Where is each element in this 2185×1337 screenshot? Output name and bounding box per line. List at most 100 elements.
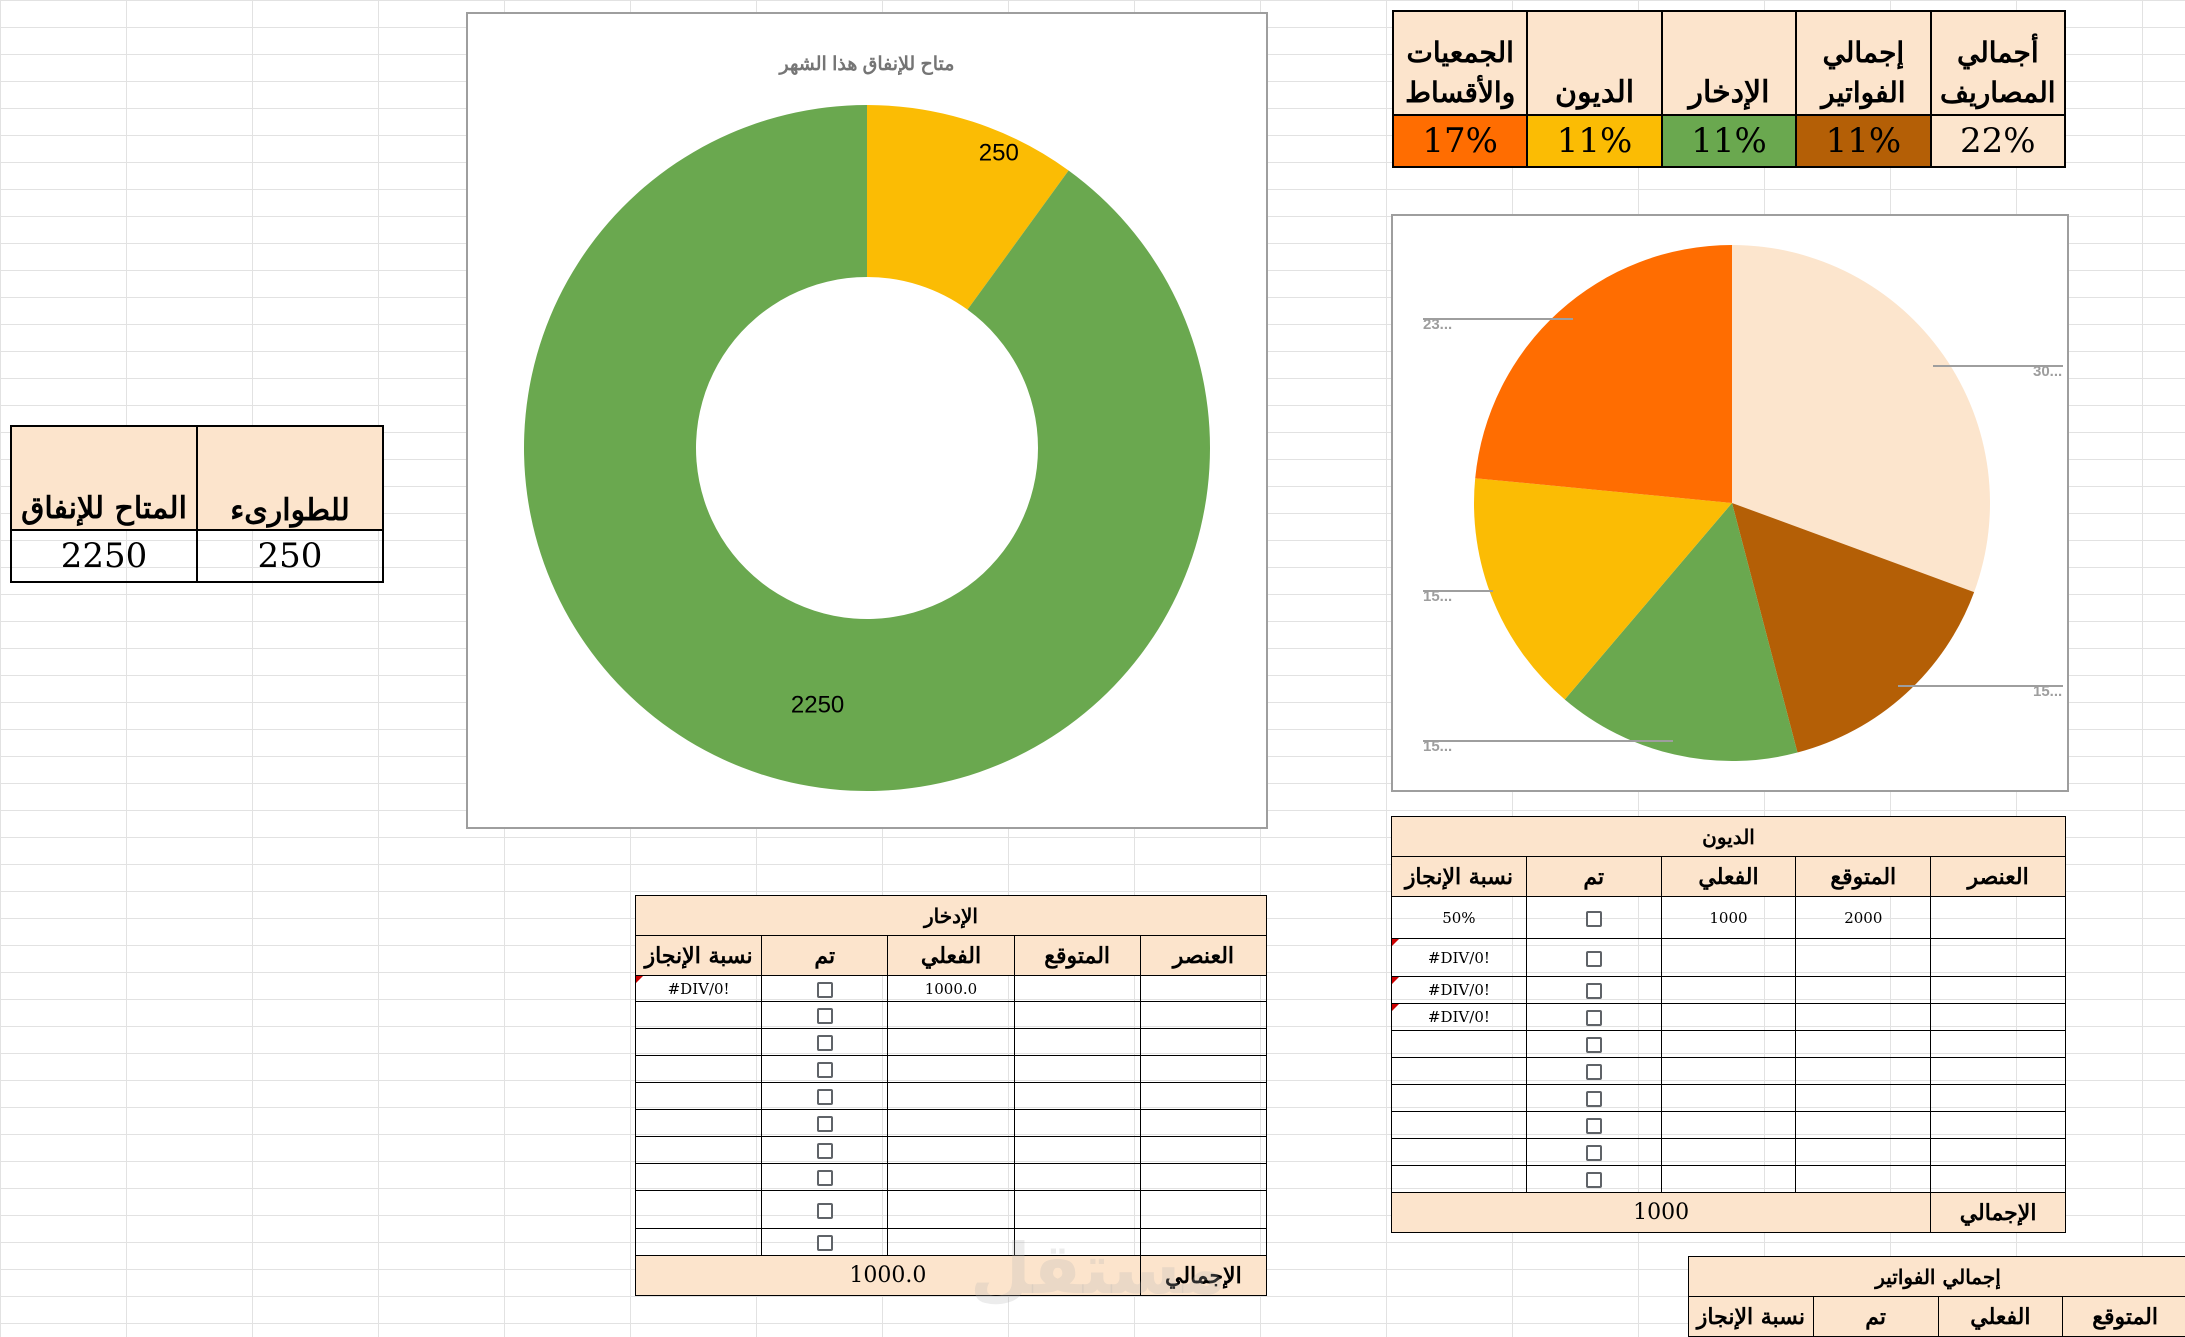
summary-value-3[interactable]: 11% [1796, 115, 1930, 167]
header-emergency[interactable]: للطوارىء [197, 426, 383, 530]
header-available-to-spend[interactable]: المتاح للإنفاق [11, 426, 197, 530]
done-checkbox-cell[interactable] [762, 1029, 888, 1056]
debts-table-cell-actual[interactable] [1661, 1112, 1796, 1139]
savings-table-cell-expected[interactable] [1014, 976, 1140, 1002]
done-checkbox[interactable] [1586, 911, 1602, 927]
debts-table-cell-item[interactable] [1931, 1112, 2066, 1139]
savings-table-cell-expected[interactable] [1014, 1137, 1140, 1164]
done-checkbox[interactable] [1586, 983, 1602, 999]
done-checkbox[interactable] [1586, 1010, 1602, 1026]
savings-table-cell-item[interactable] [1140, 1164, 1266, 1191]
debts-table-cell-actual[interactable] [1661, 1031, 1796, 1058]
savings-table-col-header-4[interactable]: العنصر [1140, 936, 1266, 976]
debts-table-cell-expected[interactable] [1796, 977, 1931, 1004]
debts-table-cell-actual[interactable]: 1000 [1661, 897, 1796, 939]
savings-table-col-header-0[interactable]: نسبة الإنجاز [636, 936, 762, 976]
done-checkbox-cell[interactable] [1526, 1166, 1661, 1193]
savings-table-cell-pct[interactable] [636, 1056, 762, 1083]
done-checkbox[interactable] [817, 1203, 833, 1219]
done-checkbox[interactable] [817, 1143, 833, 1159]
debts-table-cell-actual[interactable] [1661, 977, 1796, 1004]
done-checkbox[interactable] [1586, 1145, 1602, 1161]
savings-table-title[interactable]: الإدخار [636, 896, 1267, 936]
value-available-to-spend[interactable]: 2250 [11, 530, 197, 582]
savings-table-cell-actual[interactable] [888, 1137, 1014, 1164]
summary-header-4[interactable]: أجمالي المصاريف [1931, 11, 2065, 115]
done-checkbox[interactable] [817, 1116, 833, 1132]
category-pie-chart[interactable]: 30...15...15...15...23... [1391, 214, 2069, 792]
summary-header-3[interactable]: إجمالي الفواتير [1796, 11, 1930, 115]
pie-slice-4[interactable] [1475, 245, 1732, 503]
done-checkbox[interactable] [1586, 1091, 1602, 1107]
done-checkbox[interactable] [1586, 1172, 1602, 1188]
debts-table-col-header-4[interactable]: العنصر [1931, 857, 2066, 897]
savings-table-cell-expected[interactable] [1014, 1110, 1140, 1137]
debts-table-total-value[interactable]: 1000 [1392, 1193, 1931, 1233]
debts-table-cell-actual[interactable] [1661, 939, 1796, 977]
done-checkbox-cell[interactable] [1526, 939, 1661, 977]
summary-value-0[interactable]: 17% [1393, 115, 1527, 167]
done-checkbox[interactable] [1586, 1118, 1602, 1134]
savings-table-cell-actual[interactable] [888, 1029, 1014, 1056]
savings-table-cell-item[interactable] [1140, 1029, 1266, 1056]
savings-table-cell-pct[interactable] [636, 1229, 762, 1256]
done-checkbox[interactable] [817, 1089, 833, 1105]
done-checkbox[interactable] [1586, 951, 1602, 967]
done-checkbox[interactable] [817, 1062, 833, 1078]
debts-table-cell-expected[interactable] [1796, 1058, 1931, 1085]
bills-table-col-header-0[interactable]: نسبة الإنجاز [1689, 1297, 1814, 1337]
savings-table-cell-actual[interactable]: 1000.0 [888, 976, 1014, 1002]
done-checkbox-cell[interactable] [1526, 1031, 1661, 1058]
debts-table-cell-pct[interactable] [1392, 1112, 1527, 1139]
savings-table-cell-item[interactable] [1140, 1083, 1266, 1110]
debts-table-cell-expected[interactable] [1796, 1139, 1931, 1166]
debts-table-col-header-2[interactable]: الفعلي [1661, 857, 1796, 897]
savings-table-cell-expected[interactable] [1014, 1083, 1140, 1110]
debts-table-cell-expected[interactable] [1796, 1166, 1931, 1193]
value-emergency[interactable]: 250 [197, 530, 383, 582]
savings-table-cell-item[interactable] [1140, 1056, 1266, 1083]
bills-table-col-header-2[interactable]: الفعلي [1938, 1297, 2063, 1337]
debts-table-cell-pct[interactable]: #DIV/0! [1392, 1004, 1527, 1031]
done-checkbox[interactable] [1586, 1064, 1602, 1080]
debts-table-cell-pct[interactable] [1392, 1166, 1527, 1193]
savings-table-cell-pct[interactable] [636, 1191, 762, 1229]
debts-table-cell-expected[interactable]: 2000 [1796, 897, 1931, 939]
debts-table-total-label[interactable]: الإجمالي [1931, 1193, 2066, 1233]
bills-table-col-header-3[interactable]: المتوقع [2063, 1297, 2185, 1337]
summary-value-4[interactable]: 22% [1931, 115, 2065, 167]
debts-table-cell-pct[interactable] [1392, 1031, 1527, 1058]
debts-table-cell-pct[interactable]: 50% [1392, 897, 1527, 939]
savings-table-cell-actual[interactable] [888, 1002, 1014, 1029]
done-checkbox[interactable] [817, 1035, 833, 1051]
debts-table-cell-actual[interactable] [1661, 1058, 1796, 1085]
savings-table-cell-pct[interactable] [636, 1029, 762, 1056]
debts-table-col-header-0[interactable]: نسبة الإنجاز [1392, 857, 1527, 897]
savings-table-cell-item[interactable] [1140, 1191, 1266, 1229]
savings-table-col-header-1[interactable]: تم [762, 936, 888, 976]
debts-table-cell-item[interactable] [1931, 1031, 2066, 1058]
done-checkbox-cell[interactable] [1526, 1058, 1661, 1085]
debts-table-cell-expected[interactable] [1796, 1085, 1931, 1112]
done-checkbox[interactable] [817, 982, 833, 998]
debts-table-cell-pct[interactable] [1392, 1085, 1527, 1112]
summary-value-1[interactable]: 11% [1527, 115, 1661, 167]
debts-table-cell-actual[interactable] [1661, 1085, 1796, 1112]
savings-table-cell-expected[interactable] [1014, 1002, 1140, 1029]
savings-table-cell-item[interactable] [1140, 1002, 1266, 1029]
savings-table-cell-actual[interactable] [888, 1083, 1014, 1110]
debts-table-cell-pct[interactable]: #DIV/0! [1392, 939, 1527, 977]
savings-table-cell-expected[interactable] [1014, 1191, 1140, 1229]
savings-table-cell-actual[interactable] [888, 1191, 1014, 1229]
done-checkbox-cell[interactable] [1526, 1112, 1661, 1139]
done-checkbox-cell[interactable] [762, 1002, 888, 1029]
done-checkbox-cell[interactable] [762, 1110, 888, 1137]
debts-table-cell-item[interactable] [1931, 1004, 2066, 1031]
done-checkbox[interactable] [817, 1170, 833, 1186]
done-checkbox-cell[interactable] [762, 976, 888, 1002]
savings-table-cell-expected[interactable] [1014, 1056, 1140, 1083]
debts-table-cell-item[interactable] [1931, 1166, 2066, 1193]
savings-table-cell-item[interactable] [1140, 1137, 1266, 1164]
summary-header-2[interactable]: الإدخار [1662, 11, 1796, 115]
